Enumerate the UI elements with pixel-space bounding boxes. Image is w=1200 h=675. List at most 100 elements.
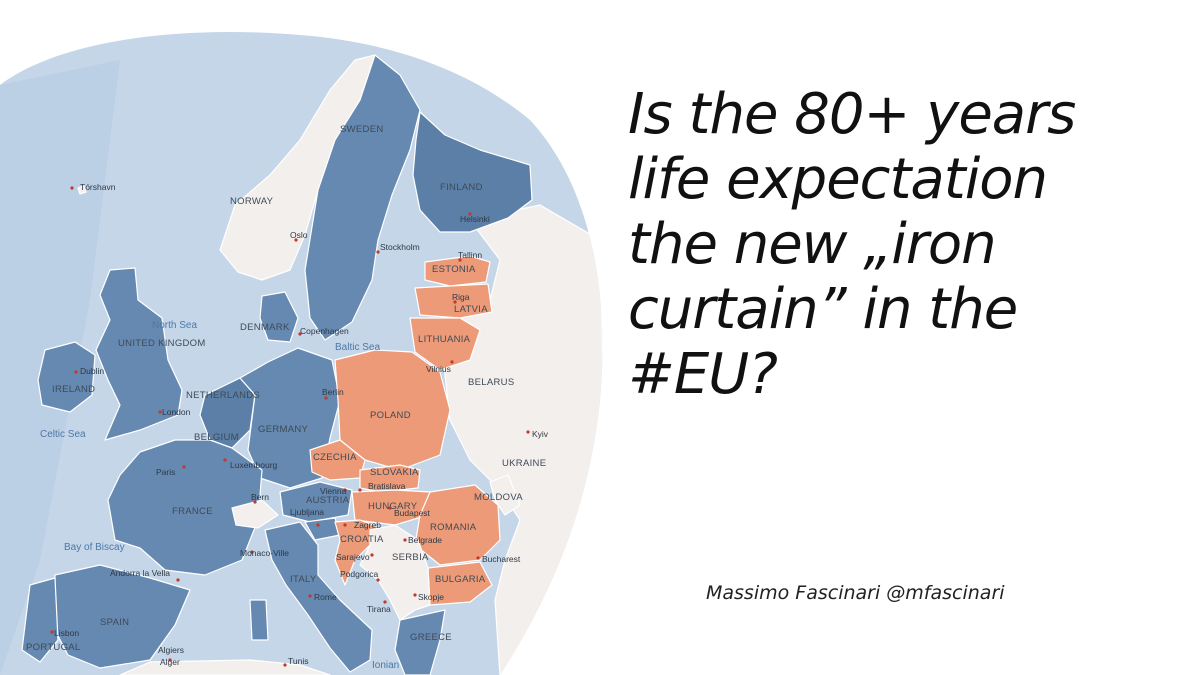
country-denmark [259,291,299,343]
country-romania [414,484,501,566]
country-poland [334,349,451,471]
label-kyiv: Kyiv [532,429,549,439]
label-algiers: Algiers [158,645,184,655]
label-croatia: CROATIA [340,534,384,545]
label-moldova: MOLDOVA [474,492,523,503]
city-dot-stockholm [376,250,380,254]
city-dot-bern [253,500,257,504]
headline-line-2: life expectation [628,147,1048,212]
country-sweden [304,54,421,341]
label-belgrade: Belgrade [408,535,442,545]
headline-line-1: Is the 80+ years [628,82,1076,147]
city-dot-skopje [413,593,417,597]
city-dot-bratislava [358,488,362,492]
city-dot-ljubljana [316,523,320,527]
label-north-sea: North Sea [152,320,197,331]
city-dot-tirana [383,600,387,604]
country-ireland [37,341,96,413]
label-bucharest: Bucharest [482,554,521,564]
label-spain: SPAIN [100,617,129,628]
author-credit: Massimo Fascinari @mfascinari [706,582,1005,604]
label-bratislava: Bratislava [368,481,406,491]
label-zagreb: Zagreb [354,520,381,530]
label-tirana: Tirana [367,604,391,614]
country-spain [54,564,191,669]
label-paris: Paris [156,467,175,477]
city-dot-bucharest [476,556,480,560]
label-bay-of-biscay: Bay of Biscay [64,542,125,553]
label-belarus: BELARUS [468,377,514,388]
city-dot-torshavn [70,186,74,190]
label-latvia: LATVIA [454,304,488,315]
label-bulgaria: BULGARIA [435,574,486,585]
headline: Is the 80+ years life expectation the ne… [628,82,1188,407]
label-lithuania: LITHUANIA [418,334,471,345]
country-moldova [489,474,521,516]
country-sardinia [249,599,269,641]
city-dot-vilnius [450,360,454,364]
label-ireland: IRELAND [52,384,95,395]
label-uk: UNITED KINGDOM [118,338,206,349]
region-north-africa [119,659,331,675]
label-lisbon: Lisbon [54,628,79,638]
city-dot-andorra [176,578,180,582]
city-dot-riga [453,300,457,304]
label-luxembourg: Luxembourg [230,460,278,470]
city-dot-monaco [250,550,254,554]
label-germany: GERMANY [258,424,308,435]
city-dot-lisbon [50,630,54,634]
label-austria: AUSTRIA [306,495,350,506]
country-lithuania [409,317,481,371]
label-portugal: PORTUGAL [26,642,81,653]
city-dot-tunis [283,663,287,667]
city-dot-vienna [343,488,347,492]
country-slovakia [359,464,421,493]
label-ionian: Ionian [372,660,399,671]
headline-line-3: the new „iron [628,212,997,277]
label-riga: Riga [452,292,470,302]
label-finland: FINLAND [440,182,483,193]
label-rome: Rome [314,592,337,602]
city-dot-oslo [294,238,298,242]
label-estonia: ESTONIA [432,264,476,275]
label-poland: POLAND [370,410,411,421]
label-sweden: SWEDEN [340,124,384,135]
label-baltic-sea: Baltic Sea [335,342,380,353]
label-tallinn: Tallinn [458,250,482,260]
label-norway: NORWAY [230,196,274,207]
label-stockholm: Stockholm [380,242,420,252]
country-estonia [424,255,491,287]
label-oslo: Oslo [290,230,308,240]
city-dot-helsinki [468,212,472,216]
label-andorra: Andorra la Vella [110,568,170,578]
label-vilnius: Vilnius [426,364,451,374]
city-dot-rome [308,594,312,598]
city-dot-luxembourg [223,458,227,462]
label-dublin: Dublin [80,366,104,376]
label-celtic-sea: Celtic Sea [40,429,86,440]
label-podgorica: Podgorica [340,569,379,579]
country-switzerland [231,499,279,529]
label-berlin: Berlin [322,387,344,397]
country-finland [412,111,533,233]
label-torshavn: Tórshavn [80,182,116,192]
label-bern: Bern [251,492,269,502]
label-greece: GREECE [410,632,452,643]
label-london: London [162,407,191,417]
country-western-balkans [359,524,431,621]
label-romania: ROMANIA [430,522,477,533]
europe-life-expectancy-map: SWEDEN FINLAND NORWAY ESTONIA LATVIA LIT… [0,32,603,675]
region-faroe [77,185,87,195]
city-dot-budapest [388,506,392,510]
country-greece [394,609,446,675]
country-austria [279,481,353,523]
label-italy: ITALY [290,574,317,585]
city-dot-algiers [168,658,172,662]
headline-line-5: #EU? [628,342,778,407]
label-slovakia: SLOVAKIA [370,467,419,478]
label-copenhagen: Copenhagen [300,326,349,336]
city-dot-tallinn [458,258,462,262]
label-budapest: Budapest [394,508,431,518]
country-italy [264,521,373,673]
city-dot-dublin [74,370,78,374]
